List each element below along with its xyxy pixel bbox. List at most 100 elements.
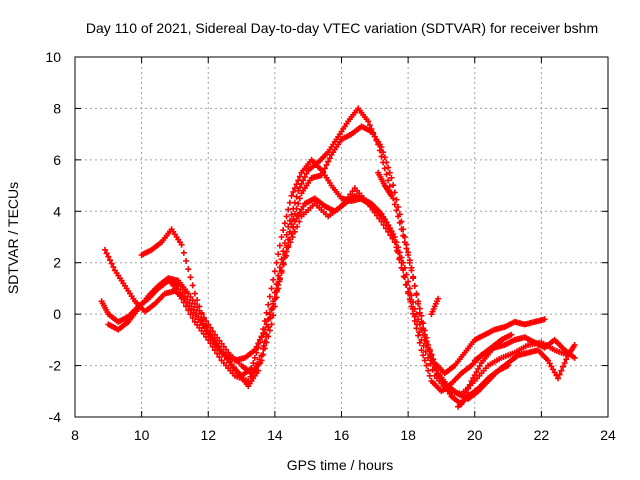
data-point	[289, 234, 296, 240]
data-point	[282, 252, 289, 259]
data-point	[400, 226, 407, 233]
data-point	[318, 172, 325, 179]
data-point	[275, 251, 282, 258]
data-point	[345, 194, 352, 201]
data-point	[430, 356, 437, 363]
data-point	[280, 227, 287, 234]
data-point	[285, 244, 292, 251]
data-point	[283, 231, 290, 238]
data-point	[286, 217, 293, 224]
data-point	[374, 212, 381, 219]
data-point	[411, 282, 418, 289]
data-point	[398, 218, 405, 225]
data-point	[371, 209, 378, 216]
x-axis-label: GPS time / hours	[287, 457, 394, 473]
data-point	[288, 230, 295, 237]
data-point	[263, 339, 270, 346]
data-point	[293, 205, 300, 212]
data-point	[422, 348, 429, 355]
x-tick-label: 8	[71, 427, 79, 443]
data-point	[420, 331, 427, 338]
data-point	[427, 360, 434, 367]
data-point	[191, 290, 198, 297]
data-point	[185, 307, 192, 314]
data-point	[291, 185, 298, 192]
data-point	[433, 367, 440, 374]
data-point	[340, 200, 347, 207]
data-point	[425, 367, 432, 374]
data-point	[425, 354, 432, 361]
x-tick-label: 16	[334, 427, 350, 443]
data-point	[414, 321, 421, 328]
data-point	[391, 239, 398, 246]
data-point	[402, 282, 409, 288]
data-point	[326, 155, 333, 162]
data-point	[365, 118, 372, 125]
data-point	[403, 241, 410, 248]
x-tick-label: 12	[200, 427, 216, 443]
data-point	[295, 200, 302, 207]
data-point	[278, 256, 285, 263]
data-point	[387, 232, 394, 239]
data-point	[381, 165, 388, 172]
data-point	[253, 343, 260, 350]
data-point	[249, 369, 256, 376]
data-point	[258, 352, 265, 359]
data-point	[508, 331, 515, 338]
data-point	[325, 158, 332, 165]
data-point	[423, 362, 430, 369]
data-point	[429, 366, 436, 373]
y-axis-label: SDTVAR / TECUs	[5, 182, 21, 294]
data-point	[421, 357, 428, 364]
data-point	[321, 165, 328, 172]
data-point	[560, 363, 567, 370]
data-point	[409, 306, 416, 312]
data-point	[420, 352, 427, 359]
data-point	[561, 360, 568, 366]
plot-frame	[74, 56, 609, 418]
data-point	[411, 313, 418, 320]
data-point	[273, 259, 280, 266]
data-point	[366, 122, 373, 129]
data-point	[381, 154, 388, 161]
data-point	[281, 240, 288, 246]
data-point	[276, 278, 283, 285]
data-point	[194, 297, 201, 303]
data-point	[211, 331, 218, 338]
data-point	[108, 260, 115, 267]
data-point	[216, 346, 223, 353]
data-point	[186, 302, 193, 309]
data-point	[216, 354, 223, 360]
data-point	[383, 159, 390, 166]
data-point	[214, 350, 221, 357]
data-point	[418, 336, 425, 343]
data-point	[388, 174, 395, 181]
data-point	[269, 305, 276, 312]
x-tick-label: 14	[267, 427, 283, 443]
data-point	[260, 342, 267, 349]
data-point	[405, 249, 412, 256]
data-point	[261, 326, 268, 333]
data-point	[262, 333, 269, 340]
data-point	[265, 324, 272, 330]
data-point	[103, 250, 110, 257]
data-point	[207, 332, 214, 339]
data-point	[541, 316, 548, 323]
data-point	[393, 196, 400, 203]
data-point	[274, 287, 281, 294]
data-point	[223, 346, 230, 353]
data-point	[405, 290, 412, 297]
data-point	[296, 184, 303, 191]
x-tick-label: 20	[467, 427, 483, 443]
x-tick-label: 24	[600, 427, 616, 443]
series-H	[428, 295, 442, 318]
data-point	[291, 228, 298, 235]
data-point	[288, 192, 295, 199]
data-point	[415, 316, 422, 323]
data-point	[198, 327, 205, 334]
data-point	[301, 174, 308, 180]
data-point	[418, 347, 425, 354]
data-point	[183, 258, 190, 264]
data-point	[382, 225, 389, 232]
